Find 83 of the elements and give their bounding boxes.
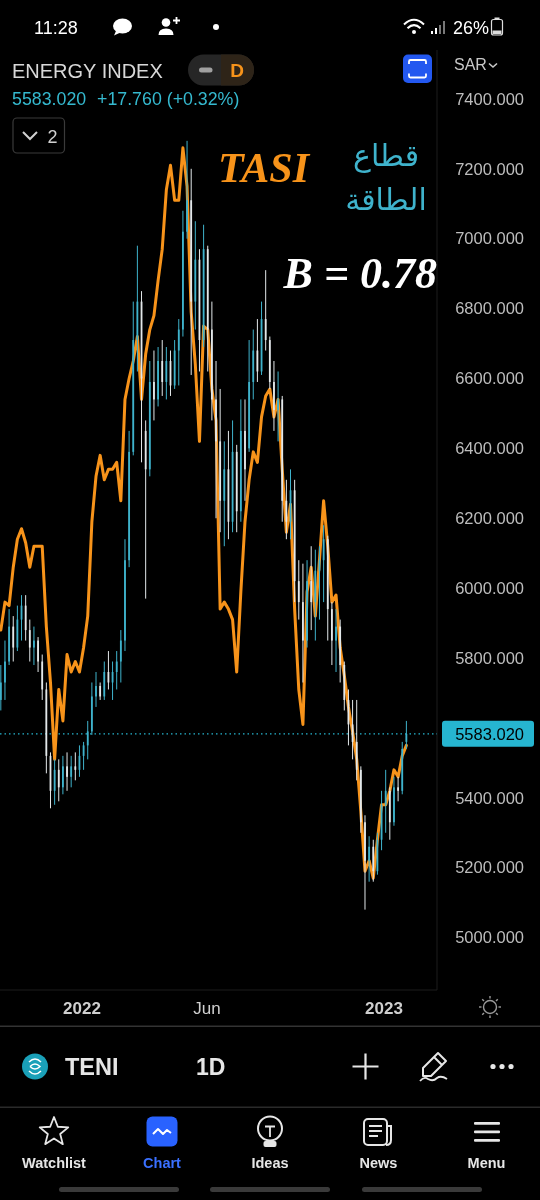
candlestick [33, 626, 35, 666]
candlestick [244, 398, 246, 502]
candlestick [285, 479, 288, 540]
series-label: TASI [218, 145, 311, 191]
y-tick-label: 7200.000 [455, 159, 524, 178]
candlestick [115, 650, 118, 690]
text: 26% [453, 18, 490, 38]
candlestick [161, 339, 164, 397]
candlestick [330, 601, 333, 666]
candlestick [153, 350, 155, 421]
x-tick-label: Jun [193, 998, 221, 1018]
candlestick [66, 751, 68, 792]
candlestick [210, 301, 213, 421]
text: Menu [467, 1154, 506, 1171]
candlestick [186, 140, 188, 240]
y-tick-label: 7400.000 [455, 89, 524, 108]
candlestick [397, 776, 399, 802]
candlestick [364, 814, 366, 911]
candlestick [99, 681, 102, 701]
text: News [359, 1154, 398, 1171]
annotation: +17.760 (+0.32%) [97, 89, 240, 109]
y-tick-label: 5200.000 [455, 858, 524, 877]
candlestick [86, 720, 89, 760]
candlestick [310, 545, 313, 631]
candlestick [119, 629, 122, 683]
text: 1D [196, 1054, 226, 1080]
y-tick-label: 6400.000 [455, 439, 524, 458]
candlestick [182, 210, 184, 338]
y-tick-label: 7000.000 [455, 229, 524, 248]
candlestick [335, 608, 337, 673]
candlestick [273, 360, 275, 432]
candlestick [368, 835, 371, 883]
x-tick-label: 2023 [365, 998, 403, 1018]
candlestick [4, 640, 6, 701]
candlestick [215, 360, 217, 519]
candlestick [128, 430, 131, 568]
candlestick [177, 318, 180, 386]
text: Ideas [251, 1154, 289, 1171]
text: ENERGY INDEX [12, 59, 163, 82]
candlestick [8, 608, 10, 666]
text: 11:28 [34, 18, 78, 38]
candlestick [248, 339, 251, 453]
y-tick-label: 5000.000 [455, 928, 524, 947]
candlestick [302, 563, 304, 683]
candlestick [256, 318, 259, 383]
candlestick [322, 524, 325, 603]
text: Watchlist [22, 1154, 87, 1171]
y-tick-label: 6200.000 [455, 509, 524, 528]
text: قطاع الطاقة [345, 138, 427, 217]
candlestick [37, 636, 39, 673]
annotation: 2 [47, 126, 58, 147]
candlestick [405, 720, 408, 750]
y-tick-label: 5400.000 [455, 788, 524, 807]
candlestick [297, 559, 300, 621]
ref-line-label: 5583.020 [455, 724, 524, 743]
y-tick-label: 5800.000 [455, 648, 524, 667]
text: Chart [143, 1154, 182, 1171]
candlestick [393, 776, 395, 827]
candlestick [384, 769, 387, 834]
candlestick [0, 664, 2, 711]
candlestick [53, 758, 56, 806]
candlestick [74, 751, 77, 781]
candlestick [165, 346, 168, 400]
candlestick [28, 619, 31, 663]
candlestick [264, 269, 267, 352]
annotation: B = 0.78 [282, 249, 437, 298]
y-tick-label: 6800.000 [455, 299, 524, 318]
annotation: D [230, 60, 244, 81]
candlestick [277, 370, 279, 442]
candlestick [12, 615, 15, 663]
x-tick-label: 2022 [63, 998, 101, 1018]
y-tick-label: 6000.000 [455, 578, 524, 597]
candlestick [157, 346, 159, 407]
candlestick [306, 559, 308, 649]
text: TENI [65, 1054, 119, 1080]
candlestick [124, 538, 126, 652]
candlestick [62, 755, 64, 795]
annotation: 5583.020 [12, 89, 87, 109]
text: SAR [454, 56, 487, 73]
candlestick [70, 755, 73, 788]
y-tick-label: 6600.000 [455, 369, 524, 388]
candlestick [95, 671, 97, 708]
candlestick [57, 758, 60, 802]
